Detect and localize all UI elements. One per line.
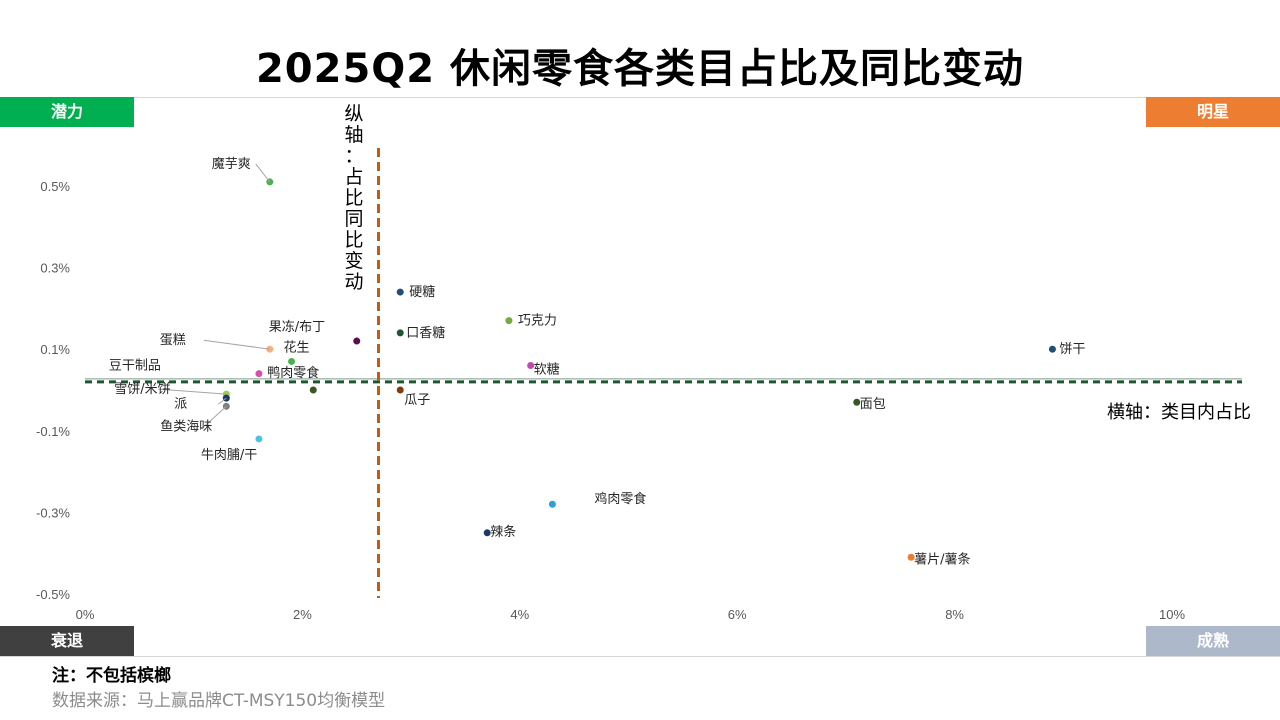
data-point [548, 500, 556, 508]
quadrant-label-mature: 成熟 [1146, 626, 1280, 656]
data-point [255, 435, 263, 443]
point-label: 饼干 [1059, 342, 1085, 357]
label-leader-line [203, 339, 270, 350]
point-label: 鸡肉零食 [594, 491, 646, 507]
point-label: 牛肉脯/干 [201, 448, 257, 463]
data-point [288, 357, 296, 365]
point-label: 瓜子 [404, 393, 430, 408]
label-leader-line [203, 405, 227, 427]
y-tick-label: -0.1% [36, 424, 70, 439]
x-tick-label: 0% [76, 607, 95, 622]
y-tick-label: -0.5% [36, 587, 70, 602]
point-label: 派 [174, 397, 187, 412]
x-tick-label: 8% [945, 607, 964, 622]
x-tick-label: 10% [1159, 607, 1185, 622]
plot-frame [0, 97, 1280, 657]
quadrant-label-decline: 衰退 [0, 626, 134, 656]
point-label: 蛋糕 [160, 333, 186, 348]
y-axis-label: 纵轴：占比同比变动 [344, 103, 363, 293]
y-tick-label: 0.3% [40, 261, 70, 276]
x-tick-label: 4% [510, 607, 529, 622]
point-label: 鸭肉零食 [267, 365, 319, 381]
point-label: 辣条 [490, 524, 516, 540]
point-label: 花生 [284, 339, 310, 355]
point-label: 硬糖 [409, 284, 435, 300]
quadrant-label-potential: 潜力 [0, 97, 134, 127]
point-label: 雪饼/米饼 [114, 382, 170, 397]
x-tick-label: 2% [293, 607, 312, 622]
chart-title: 2025Q2 休闲零食各类目占比及同比变动 [255, 46, 1025, 92]
point-label: 果冻/布丁 [269, 319, 325, 335]
point-label: 鱼类海味 [160, 418, 212, 434]
data-point [396, 329, 404, 337]
y-tick-label: -0.3% [36, 505, 70, 520]
data-point [1048, 345, 1056, 353]
point-label: 薯片/薯条 [914, 551, 970, 567]
label-leader-line [218, 397, 227, 405]
point-label: 软糖 [534, 362, 560, 378]
data-point [353, 337, 361, 345]
point-label: 巧克力 [518, 314, 557, 329]
data-point [255, 370, 263, 378]
point-label: 口香糖 [406, 325, 445, 341]
point-label: 豆干制品 [109, 359, 161, 374]
y-tick-label: 0.5% [40, 179, 70, 194]
point-label: 魔芋爽 [212, 157, 251, 172]
data-point [309, 386, 317, 394]
x-tick-label: 6% [728, 607, 747, 622]
footer-source: 数据来源：马上赢品牌CT-MSY150均衡模型 [52, 691, 386, 711]
x-axis-label: 横轴：类目内占比 [1107, 402, 1251, 423]
footer-note: 注：不包括槟榔 [52, 666, 171, 686]
data-point [505, 317, 513, 325]
data-point [527, 362, 535, 370]
data-point [396, 288, 404, 296]
point-label: 面包 [860, 397, 886, 412]
quadrant-label-star: 明星 [1146, 97, 1280, 127]
data-point [396, 386, 404, 394]
y-tick-label: 0.1% [40, 342, 70, 357]
label-leader-line [158, 388, 227, 395]
data-point [483, 529, 491, 537]
label-leader-line [255, 163, 271, 183]
data-point [853, 398, 861, 406]
data-point [907, 553, 915, 561]
